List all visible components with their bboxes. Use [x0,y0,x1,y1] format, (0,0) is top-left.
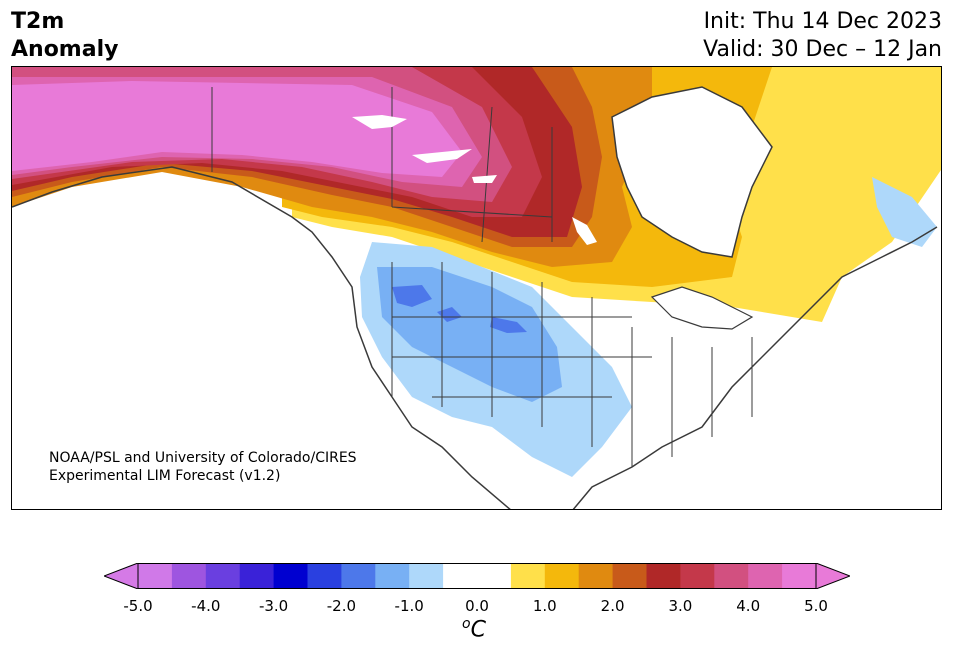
valid-date: Valid: 30 Dec – 12 Jan [703,37,942,62]
credit-line-1: NOAA/PSL and University of Colorado/CIRE… [49,450,357,466]
title-line-2: Anomaly [11,37,119,62]
colorbar-cell [714,563,749,589]
colorbar-cells [138,563,817,589]
colorbar-cell [171,563,207,589]
credit-text: NOAA/PSL and University of Colorado/CIRE… [49,449,357,485]
init-date: Init: Thu 14 Dec 2023 [703,9,942,34]
colorbar-border [137,563,817,589]
colorbar-cell [443,563,478,589]
colorbar-tick-label: 1.0 [532,597,557,615]
colorbar-cell [307,563,342,589]
anomaly-shade-10 [872,177,937,247]
lake-shapes [352,115,597,245]
unit-letter: C [470,617,486,643]
colorbar [104,563,850,589]
state-borders [211,87,753,467]
colorbar-unit: oC [462,616,486,642]
anomaly-shade-15 [437,307,462,322]
colorbar-cell [782,563,817,589]
forecast-dates: Init: Thu 14 Dec 2023 Valid: 30 Dec – 12… [703,8,942,64]
colorbar-cell [375,563,410,589]
colorbar-cell [409,563,444,589]
colorbar-cell [341,563,376,589]
colorbar-cell [477,563,512,589]
colorbar-cell [205,563,241,589]
colorbar-overflow [815,563,850,589]
colorbar-tick-label: 0.0 [465,597,489,615]
unit-degree: o [462,616,471,632]
colorbar-cell [510,563,546,589]
colorbar-cell [544,563,580,589]
map-panel [11,66,942,510]
colorbar-underflow [104,563,139,589]
credit-line-2: Experimental LIM Forecast (v1.2) [49,468,281,484]
colorbar-tick-label: 2.0 [600,597,625,615]
anomaly-shade-9 [12,81,462,177]
map-title: T2m Anomaly [11,8,118,64]
hudson-bay-outline [611,86,773,258]
colorbar-cell [748,563,783,589]
colorbar-tick-label: -3.0 [258,597,289,615]
colorbar-cell [138,563,173,589]
colorbar-tick-label: 5.0 [804,597,828,615]
colorbar-cell [680,563,715,589]
anomaly-map [12,67,941,509]
colorbar-tick-label: -2.0 [326,597,357,615]
great-lakes-outline [650,286,754,330]
colorbar-tick-label: -1.0 [394,597,424,615]
colorbar-tick-label: -4.0 [191,597,221,615]
colorbar-cell [239,563,275,589]
colorbar-tick-label: -5.0 [123,597,153,615]
colorbar-tick-label: 3.0 [668,597,693,615]
colorbar-tick-labels: -5.0 -4.0 -3.0 -2.0 -1.0 0.0 1.0 2.0 3.0 4.0 5.0 [0,597,953,617]
anomaly-shade-13 [392,285,432,307]
colorbar-cell [578,563,614,589]
colorbar-cell [273,563,308,589]
colorbar-cell [646,563,681,589]
anomaly-shade-14 [490,317,527,333]
colorbar-cell [612,563,647,589]
colorbar-tick-label: 4.0 [736,597,761,615]
title-line-1: T2m [11,9,65,34]
